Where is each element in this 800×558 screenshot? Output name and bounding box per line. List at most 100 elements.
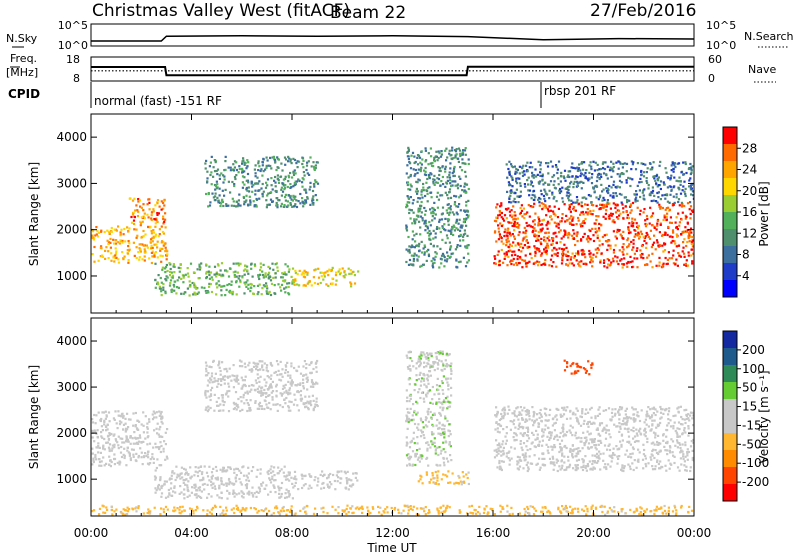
velocity-cell: [277, 403, 279, 405]
power-cell: [433, 245, 435, 247]
velocity-cell: [514, 410, 516, 412]
velocity-cell: [121, 413, 123, 415]
velocity-cell: [529, 418, 531, 420]
velocity-cell: [260, 390, 262, 392]
velocity-cell: [420, 435, 422, 437]
power-cell: [610, 264, 612, 266]
power-cell: [678, 188, 680, 190]
velocity-cell: [272, 404, 274, 406]
power-cell: [596, 205, 598, 207]
power-cell: [565, 215, 567, 217]
power-cell: [152, 240, 154, 242]
power-cell: [152, 247, 154, 249]
velocity-cell: [257, 369, 259, 371]
power-cell: [410, 217, 412, 219]
velocity-cell: [170, 487, 172, 489]
velocity-cell: [611, 460, 613, 462]
power-cell: [407, 184, 409, 186]
velocity-cell: [184, 484, 186, 486]
velocity-cell: [168, 489, 170, 491]
power-cell: [454, 229, 456, 231]
velocity-cell: [317, 481, 319, 483]
velocity-cell: [542, 440, 544, 442]
power-cell: [463, 186, 465, 188]
velocity-cell: [409, 365, 411, 367]
velocity-cell: [303, 387, 305, 389]
power-cell: [431, 196, 433, 198]
velocity-cell: [630, 444, 632, 446]
power-cell: [136, 235, 138, 237]
velocity-cell: [257, 469, 259, 471]
power-cell: [690, 173, 692, 175]
power-cell: [345, 274, 347, 276]
velocity-cell: [100, 452, 102, 454]
velocity-cell: [99, 461, 101, 463]
power-cell: [535, 240, 537, 242]
power-cell: [450, 185, 452, 187]
power-cell: [497, 214, 499, 216]
velocity-cell: [346, 477, 348, 479]
power-cell: [163, 221, 165, 223]
velocity-cell: [246, 399, 248, 401]
power-cell: [305, 169, 307, 171]
power-cell: [543, 195, 545, 197]
power-cell: [189, 280, 191, 282]
power-cell: [174, 266, 176, 268]
power-cell: [517, 169, 519, 171]
velocity-cell: [258, 381, 260, 383]
power-cell: [613, 249, 615, 251]
velocity-cell: [541, 416, 543, 418]
power-cell: [633, 229, 635, 231]
velocity-cell: [449, 481, 451, 483]
velocity-cell: [292, 486, 294, 488]
velocity-cell: [143, 456, 145, 458]
velocity-cell: [433, 393, 435, 395]
power-cell: [304, 199, 306, 201]
power-cell: [633, 193, 635, 195]
velocity-cell: [414, 423, 416, 425]
velocity-cell: [205, 390, 207, 392]
velocity-cell: [210, 389, 212, 391]
velocity-cell: [220, 380, 222, 382]
velocity-cell: [355, 477, 357, 479]
velocity-cell: [556, 419, 558, 421]
power-cell: [239, 279, 241, 281]
power-cell: [425, 189, 427, 191]
power-cell: [514, 192, 516, 194]
power-cell: [242, 175, 244, 177]
power-cell: [254, 190, 256, 192]
velocity-cell: [211, 372, 213, 374]
power-cell: [448, 174, 450, 176]
velocity-cell: [494, 428, 496, 430]
power-cell: [335, 280, 337, 282]
power-cell: [624, 162, 626, 164]
velocity-cell: [205, 407, 207, 409]
power-cell: [413, 199, 415, 201]
velocity-cell: [414, 442, 416, 444]
power-cell: [559, 188, 561, 190]
power-cell: [663, 183, 665, 185]
power-cell: [671, 164, 673, 166]
power-cell: [173, 285, 175, 287]
power-cell: [528, 204, 530, 206]
power-cell: [622, 207, 624, 209]
freq-tick-top: 18: [66, 53, 80, 66]
velocity-cell: [135, 453, 137, 455]
power-cell: [552, 165, 554, 167]
power-cell: [205, 160, 207, 162]
velocity-cell: [117, 444, 119, 446]
velocity-cell: [521, 449, 523, 451]
power-cell: [621, 235, 623, 237]
power-cell: [600, 224, 602, 226]
power-cell: [408, 176, 410, 178]
power-cell: [620, 163, 622, 165]
power-cell: [510, 201, 512, 203]
power-cell: [506, 234, 508, 236]
power-cell: [573, 183, 575, 185]
velocity-cell: [420, 362, 422, 364]
velocity-cell: [270, 383, 272, 385]
power-cell: [302, 160, 304, 162]
power-cell: [253, 285, 255, 287]
power-cell: [528, 261, 530, 263]
velocity-cell: [102, 456, 104, 458]
